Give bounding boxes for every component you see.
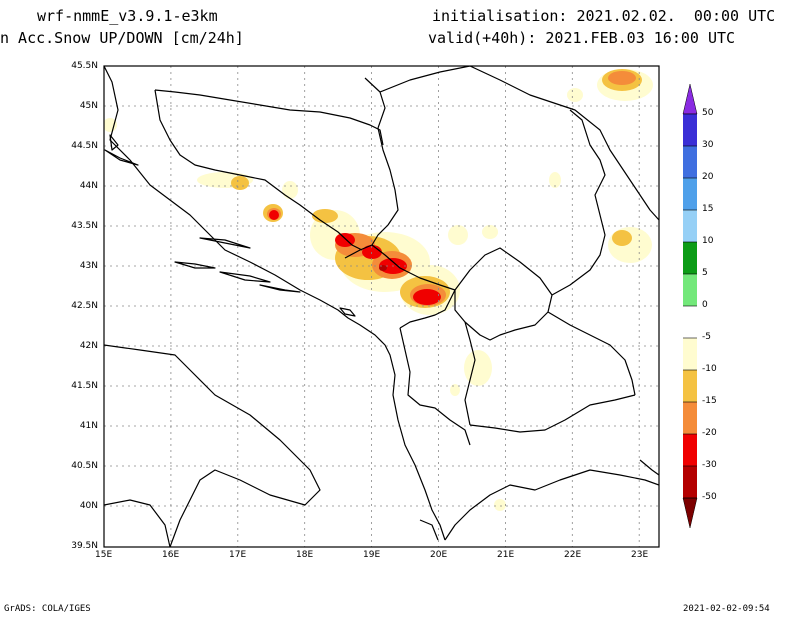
- lon-tick: 23E: [631, 550, 649, 560]
- colorbar-bin: [683, 402, 697, 434]
- colorbar-top-arrow: [682, 83, 698, 115]
- colorbar-label: 20: [702, 172, 714, 182]
- lat-tick: 44N: [79, 181, 98, 191]
- snow-field: [104, 69, 653, 511]
- lat-tick: 40N: [79, 501, 98, 511]
- colorbar-label: 30: [702, 140, 714, 150]
- colorbar-bin: [683, 434, 697, 466]
- colorbar-label: -10: [702, 364, 717, 374]
- colorbar-label: -30: [702, 460, 717, 470]
- colorbar-label: -5: [702, 332, 711, 342]
- colorbar-label: 15: [702, 204, 714, 214]
- gridlines: [104, 66, 659, 547]
- lon-tick: 18E: [296, 550, 314, 560]
- lon-tick: 15E: [95, 550, 113, 560]
- coastlines-borders: [104, 66, 659, 547]
- lat-tick: 43N: [79, 261, 98, 271]
- colorbar-bin: [683, 114, 697, 146]
- lat-tick: 44.5N: [71, 141, 98, 151]
- colorbar-label: -20: [702, 428, 717, 438]
- colorbar-bin: [683, 338, 697, 370]
- colorbar-label: -15: [702, 396, 717, 406]
- lon-tick: 17E: [229, 550, 247, 560]
- lat-tick: 43.5N: [71, 221, 98, 231]
- colorbar-label: 50: [702, 108, 714, 118]
- lat-tick: 39.5N: [71, 541, 98, 551]
- colorbar-bin: [683, 466, 697, 498]
- lon-tick: 16E: [162, 550, 180, 560]
- footer-timestamp: 2021-02-02-09:54: [683, 604, 770, 614]
- colorbar: [682, 83, 698, 529]
- colorbar-label: 0: [702, 300, 708, 310]
- colorbar-bin: [683, 242, 697, 274]
- lat-tick: 45.5N: [71, 61, 98, 71]
- colorbar-bin: [683, 274, 697, 306]
- lon-tick: 20E: [430, 550, 448, 560]
- colorbar-bin: [683, 146, 697, 178]
- lat-tick: 41.5N: [71, 381, 98, 391]
- colorbar-bin: [683, 370, 697, 402]
- lat-tick: 40.5N: [71, 461, 98, 471]
- colorbar-bin: [683, 306, 697, 338]
- footer-credit: GrADS: COLA/IGES: [4, 604, 91, 614]
- lon-tick: 21E: [497, 550, 515, 560]
- colorbar-bottom-arrow: [682, 497, 698, 529]
- colorbar-bin: [683, 178, 697, 210]
- lat-tick: 41N: [79, 421, 98, 431]
- map-frame: [103, 65, 660, 548]
- colorbar-label: 5: [702, 268, 708, 278]
- lat-tick: 42.5N: [71, 301, 98, 311]
- colorbar-bin: [683, 210, 697, 242]
- lat-tick: 45N: [79, 101, 98, 111]
- init-time: initialisation: 2021.02.02. 00:00 UTC: [432, 7, 776, 25]
- field-title: n Acc.Snow UP/DOWN [cm/24h]: [0, 29, 244, 47]
- colorbar-label: 10: [702, 236, 714, 246]
- lon-tick: 22E: [564, 550, 582, 560]
- lat-tick: 42N: [79, 341, 98, 351]
- valid-time: valid(+40h): 2021.FEB.03 16:00 UTC: [428, 29, 736, 47]
- model-title: wrf-nmmE_v3.9.1-e3km: [37, 7, 218, 25]
- colorbar-label: -50: [702, 492, 717, 502]
- lon-tick: 19E: [363, 550, 381, 560]
